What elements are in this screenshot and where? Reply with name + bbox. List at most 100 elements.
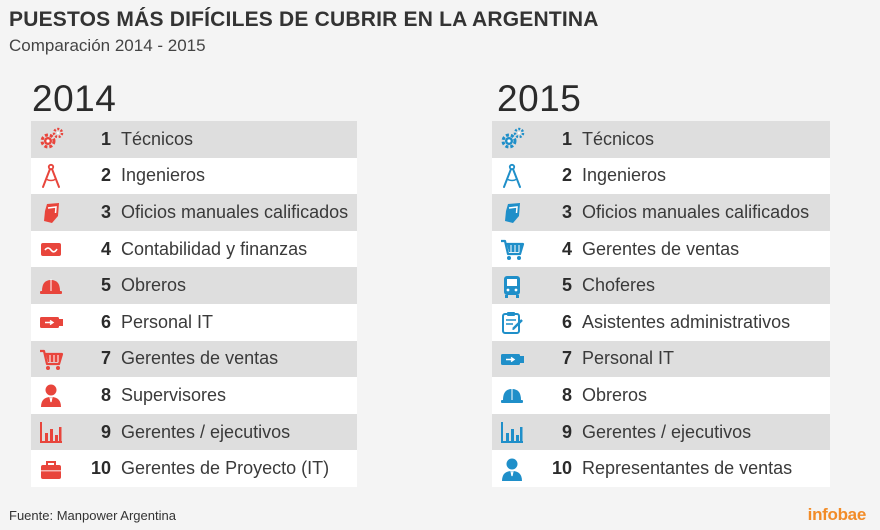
list-item: 2 Ingenieros [492,157,830,195]
helmet-icon [31,267,71,304]
job-label: Técnicos [121,128,194,149]
list-item: 5 Obreros [31,267,357,304]
ranking-list-2015: 1 Técnicos 2 Ingenieros 3 Oficios manuales … [492,121,830,487]
money-icon [31,231,71,268]
page-title: PUESTOS MÁS DIFÍCILES DE CUBRIR EN LA AR… [9,8,599,31]
list-item: 8 Obreros [492,377,830,414]
cart-icon [492,231,532,268]
rank-number: 6 [100,311,111,332]
list-item: 1 Técnicos [31,121,357,158]
person-icon-svg [41,384,61,408]
job-label: Supervisores [121,384,227,405]
rank-number: 9 [561,421,572,442]
briefcase-icon-svg [41,460,61,479]
rank-number: 8 [100,384,111,405]
rank-number: 5 [561,275,572,296]
rank-number: 7 [561,348,572,369]
list-item: 8 Supervisores [31,377,357,414]
rank-number: 1 [561,128,572,149]
list-item: 2 Ingenieros [31,157,357,195]
rank-number: 6 [561,311,572,332]
job-label: Ingenieros [121,165,206,186]
gears-icon-svg [501,128,525,149]
list-item: 4 Gerentes de ventas [492,230,830,268]
job-label: Ingenieros [582,165,667,186]
job-label: Oficios manuales calificados [121,201,349,222]
gears-icon [31,121,71,158]
rank-number: 4 [100,238,111,259]
hand-icon-svg [505,203,520,224]
hand-icon [31,194,71,231]
hand-icon-svg [44,203,59,224]
rank-number: 4 [561,238,572,259]
rank-number: 7 [100,348,111,369]
person-icon-svg [502,458,522,481]
job-label: Obreros [582,384,648,405]
usb-icon [492,341,532,378]
list-item: 7 Personal IT [492,340,830,378]
compass-icon-svg [503,163,521,188]
rank-number: 3 [561,201,572,222]
hand-icon [492,194,532,231]
list-item: 6 Asistentes administrativos [492,303,830,341]
year-heading-2015: 2015 [497,78,582,119]
money-icon-svg [41,243,61,257]
person-icon [492,450,532,487]
cart-icon-svg [40,349,64,370]
list-item: 3 Oficios manuales calificados [492,194,830,231]
list-item: 6 Personal IT [31,303,357,341]
job-label: Técnicos [582,128,655,149]
list-item: 9 Gerentes / ejecutivos [492,413,830,451]
job-label: Personal IT [582,348,675,369]
compass-icon-svg [42,163,60,188]
rank-number: 1 [100,128,111,149]
job-label: Contabilidad y finanzas [121,238,308,259]
briefcase-icon [31,450,71,487]
job-label: Obreros [121,275,187,296]
page-subtitle: Comparación 2014 - 2015 [9,36,206,55]
bar-chart-icon [31,414,71,451]
clipboard-icon-svg [502,312,523,335]
gears-icon-svg [40,128,64,149]
job-label: Gerentes de Proyecto (IT) [121,458,330,479]
gears-icon [492,121,532,158]
bar-chart-icon [492,414,532,451]
list-item: 10 Representantes de ventas [492,450,830,487]
rank-number: 9 [100,421,111,442]
job-label: Gerentes de ventas [582,238,740,259]
clipboard-icon [492,304,532,341]
job-label: Gerentes / ejecutivos [582,421,752,442]
bus-icon [492,267,532,304]
rank-number: 2 [100,165,111,186]
helmet-icon-svg [501,388,523,404]
compass-icon [31,158,71,195]
cart-icon [31,341,71,378]
list-item: 3 Oficios manuales calificados [31,194,357,231]
rank-number: 10 [551,458,572,479]
job-label: Oficios manuales calificados [582,201,810,222]
rank-number: 3 [100,201,111,222]
job-label: Asistentes administrativos [582,311,791,332]
job-label: Gerentes / ejecutivos [121,421,291,442]
bar-chart-icon-svg [501,422,523,444]
year-heading-2014: 2014 [32,78,117,119]
list-item: 9 Gerentes / ejecutivos [31,413,357,451]
rank-number: 5 [100,275,111,296]
helmet-icon [492,377,532,414]
usb-icon-svg [40,317,63,329]
list-item: 1 Técnicos [492,121,830,158]
brand-logo: infobae [807,505,867,524]
job-label: Personal IT [121,311,214,332]
cart-icon-svg [501,239,525,261]
job-label: Representantes de ventas [582,458,793,479]
bus-icon-svg [504,275,520,298]
job-label: Choferes [582,275,656,296]
list-item: 5 Choferes [492,267,830,304]
job-label: Gerentes de ventas [121,348,279,369]
helmet-icon-svg [40,278,62,294]
list-item: 7 Gerentes de ventas [31,340,357,378]
rank-number: 10 [90,458,111,479]
source-note: Fuente: Manpower Argentina [9,508,176,523]
rank-number: 8 [561,384,572,405]
list-item: 4 Contabilidad y finanzas [31,230,357,268]
